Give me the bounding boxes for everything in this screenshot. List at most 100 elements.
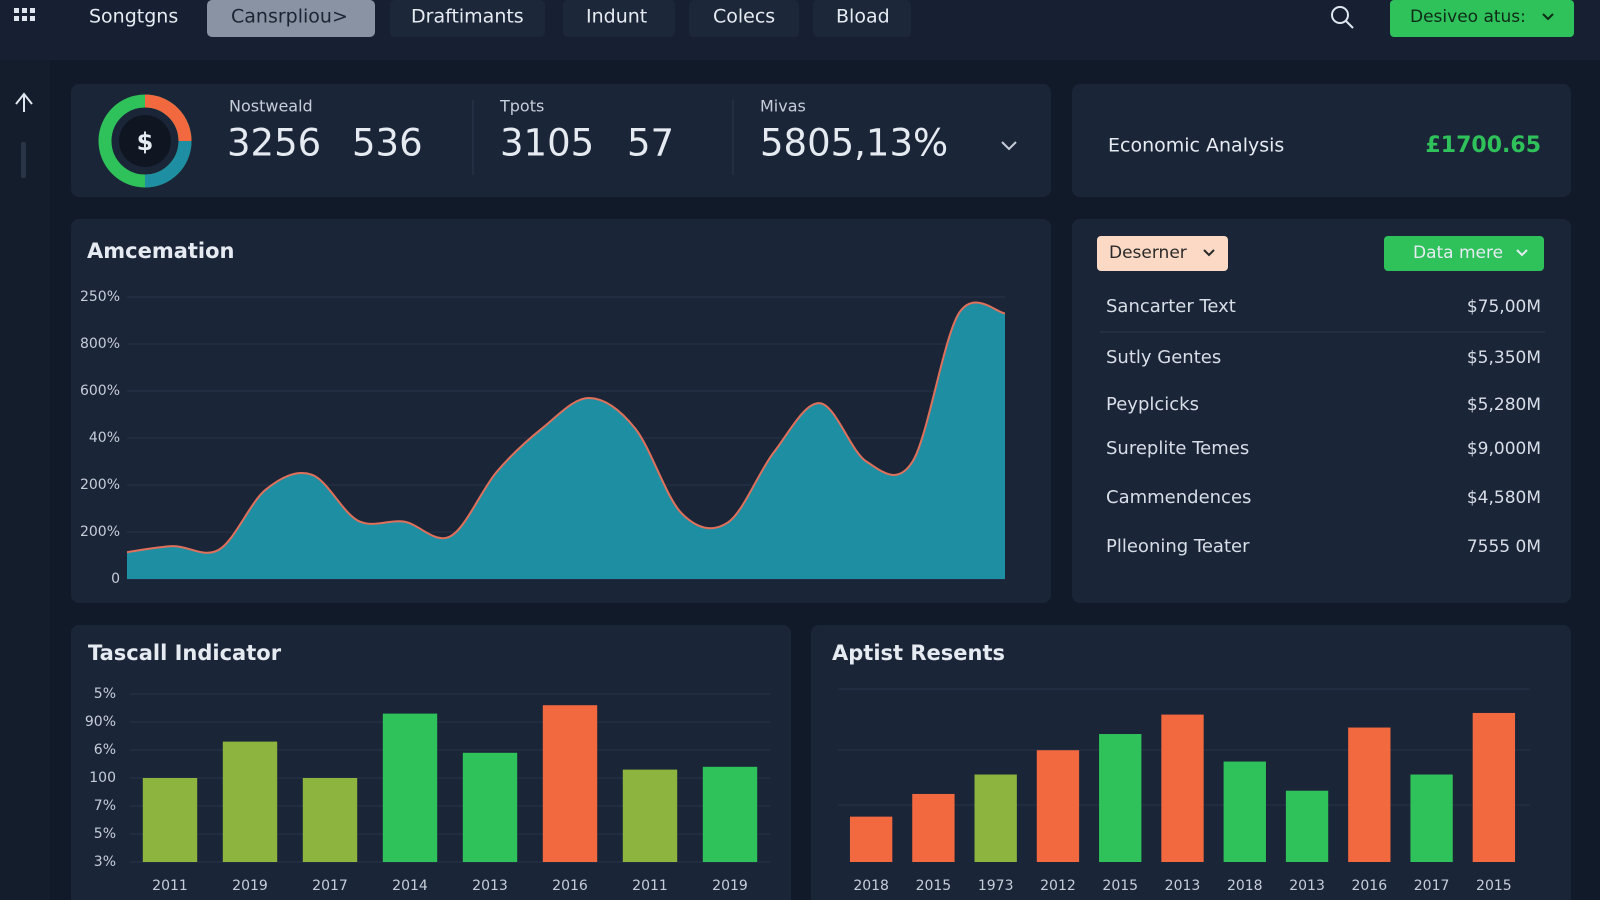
y-tick-label: 5% — [94, 826, 116, 842]
x-tick-label: 2017 — [312, 878, 348, 894]
chevron[interactable] — [1001, 141, 1017, 151]
bar — [622, 769, 678, 862]
stat-value: 3105 — [500, 122, 594, 165]
nav-tab[interactable] — [689, 0, 799, 37]
nav-tab[interactable] — [563, 0, 675, 37]
economic-label: Economic Analysis — [1108, 135, 1284, 157]
chart-title: Amcemation — [87, 239, 235, 263]
dropdown-label[interactable]: Data mere — [1413, 243, 1503, 263]
nav-button-label[interactable]: Desiveo atus: — [1410, 7, 1526, 27]
list-panel — [1072, 219, 1571, 603]
y-tick-label: 800% — [80, 336, 120, 352]
x-tick-label: 2013 — [472, 878, 508, 894]
bar — [1348, 727, 1391, 862]
chart-title: Tascall Indicator — [88, 641, 282, 665]
y-tick-label: 0 — [111, 571, 120, 587]
stat-value: 57 — [627, 122, 674, 165]
row-value: $9,000M — [1467, 439, 1541, 459]
sidebar — [0, 0, 50, 900]
x-tick-label: 2015 — [916, 878, 952, 894]
row-label: Cammendences — [1106, 487, 1251, 508]
y-tick-label: 5% — [94, 686, 116, 702]
chart-title: Aptist Resents — [832, 641, 1005, 665]
dropdown-label[interactable]: Deserner — [1109, 243, 1187, 263]
bar — [302, 778, 358, 862]
bar — [1099, 734, 1142, 862]
sidebar-scroll — [21, 142, 26, 178]
bar — [702, 766, 758, 862]
bar — [542, 705, 598, 862]
x-tick-label: 2013 — [1289, 878, 1325, 894]
apps-icon[interactable] — [14, 8, 35, 21]
x-tick-label: 2011 — [632, 878, 668, 894]
row-label: Plleoning Teater — [1106, 536, 1250, 557]
bar — [1036, 750, 1080, 862]
y-tick-label: 200% — [80, 524, 120, 540]
donut-icon — [98, 94, 192, 188]
x-tick-label: 2017 — [1414, 878, 1450, 894]
row-value: $4,580M — [1467, 488, 1541, 508]
bar — [462, 752, 518, 862]
bar — [142, 778, 198, 862]
economic-value: £1700.65 — [1425, 133, 1541, 158]
x-tick-label: 2015 — [1476, 878, 1512, 894]
row-label: Sutly Gentes — [1106, 347, 1221, 368]
x-tick-label: 2014 — [392, 878, 428, 894]
y-tick-label: 6% — [94, 742, 116, 758]
stat-value: 536 — [352, 122, 423, 165]
chevron — [1516, 249, 1528, 257]
x-tick-label: 2016 — [552, 878, 588, 894]
area — [127, 302, 1005, 579]
search-icon[interactable] — [1331, 6, 1354, 29]
row-label: Sancarter Text — [1106, 296, 1236, 317]
x-tick-label: 2018 — [853, 878, 889, 894]
chevron — [1542, 13, 1554, 21]
x-tick-label: 2015 — [1102, 878, 1138, 894]
stat-value: 5805,13% — [760, 122, 948, 165]
y-tick-label: 100 — [89, 770, 116, 786]
economic-panel — [1072, 84, 1571, 197]
nav-tab[interactable] — [390, 0, 545, 37]
row-value: $5,350M — [1467, 348, 1541, 368]
row-value: $5,280M — [1467, 395, 1541, 415]
donut-symbol: $ — [137, 128, 154, 156]
bar — [974, 774, 1017, 862]
nav-item[interactable]: Songtgns — [89, 6, 178, 28]
dropdown[interactable] — [1384, 236, 1544, 271]
nav-item[interactable]: Bload — [836, 6, 890, 28]
stat-label: Mivas — [760, 97, 806, 116]
y-tick-label: 90% — [85, 714, 116, 730]
x-tick-label: 2013 — [1165, 878, 1201, 894]
bar — [1223, 761, 1266, 862]
bar — [1410, 774, 1453, 862]
bar — [1472, 712, 1516, 862]
nav-tab-active[interactable] — [207, 0, 375, 37]
y-tick-label: 250% — [80, 289, 120, 305]
y-tick-label: 200% — [80, 477, 120, 493]
nav-item[interactable]: Cansrpliou> — [231, 6, 348, 28]
nav-button[interactable] — [1390, 0, 1574, 37]
sidebar-icon[interactable] — [15, 92, 33, 112]
x-tick-label: 2018 — [1227, 878, 1263, 894]
dropdown[interactable] — [1097, 236, 1228, 271]
row-label: Peyplcicks — [1106, 394, 1199, 415]
bar — [912, 793, 955, 862]
stat-label: Tpots — [499, 97, 544, 116]
donut-center — [119, 115, 171, 167]
y-tick-label: 600% — [80, 383, 120, 399]
nav-item[interactable]: Draftimants — [411, 6, 524, 28]
x-tick-label: 2019 — [232, 878, 268, 894]
row-label: Sureplite Temes — [1106, 438, 1249, 459]
x-tick-label: 1973 — [978, 878, 1014, 894]
x-tick-label: 2016 — [1351, 878, 1387, 894]
nav-tab[interactable] — [813, 0, 911, 37]
stat-value: 3256 — [227, 122, 321, 165]
x-tick-label: 2019 — [712, 878, 748, 894]
bar — [849, 816, 893, 862]
stat-label: Nostweald — [229, 97, 313, 116]
summary-panel — [71, 84, 1051, 197]
nav-item[interactable]: Indunt — [586, 6, 647, 28]
nav-item[interactable]: Colecs — [713, 6, 775, 28]
chevron — [1203, 249, 1215, 257]
